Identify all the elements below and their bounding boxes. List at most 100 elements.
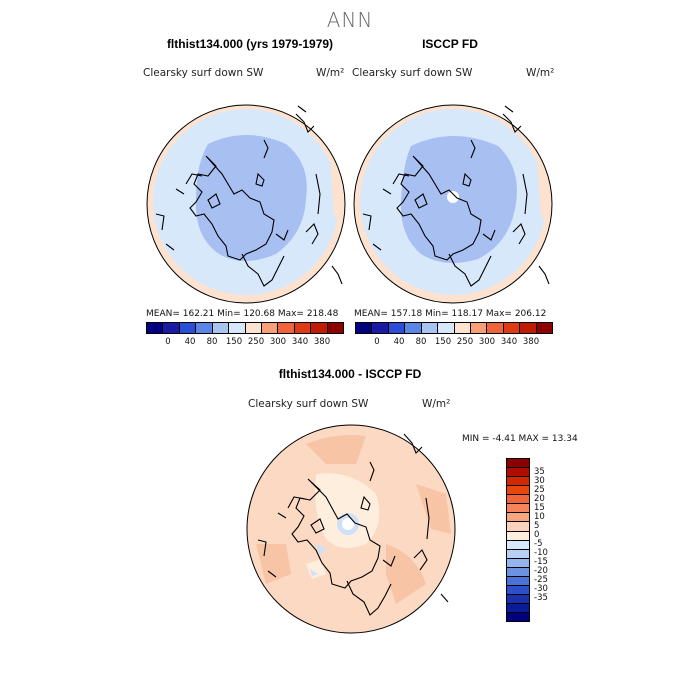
diff-light-patch	[306, 559, 326, 579]
diff-colorbar-swatch-2	[507, 477, 529, 487]
diff-dark-patch-2	[386, 544, 426, 604]
diff-colorbar-swatch-6	[507, 513, 529, 523]
obs-colorbar-tick-label: 340	[500, 337, 518, 347]
diff-colorbar-tick-label: 10	[534, 511, 545, 522]
model-coastlines	[155, 105, 343, 287]
diff-colorbar-swatch-10	[507, 549, 529, 559]
obs-map-border	[353, 104, 553, 304]
model-panel-title: flthist134.000 (yrs 1979-1979)	[166, 37, 334, 51]
model-colorbar-swatch-3	[196, 323, 213, 333]
obs-colorbar-swatch-10	[520, 323, 537, 333]
diff-colorbar-ticks: 35 30 25 20 15 10 5 0 -5 -10 -15 -20 -25 -30 -35	[534, 458, 584, 620]
diff-colorbar-swatch-8	[507, 531, 529, 541]
model-colorbar-swatch-1	[163, 323, 180, 333]
obs-colorbar-tick-label: 150	[434, 337, 452, 347]
obs-colorbar-swatch-0	[356, 323, 373, 333]
model-colorbar-swatch-11	[327, 323, 344, 333]
obs-units: W/m²	[526, 67, 555, 79]
model-units: W/m²	[316, 67, 345, 79]
obs-colorbar-swatch-11	[536, 323, 553, 333]
diff-colorbar-tick-label: 25	[534, 484, 545, 495]
model-colorbar-swatch-6	[245, 323, 262, 333]
diff-colorbar-tick-label: -30	[534, 583, 548, 594]
obs-colorbar-swatch-8	[487, 323, 504, 333]
diff-polar-map	[246, 424, 456, 634]
model-colorbar-tick-label: 250	[247, 337, 265, 347]
model-var-label: Clearsky surf down SW	[143, 67, 264, 79]
obs-colorbar-tick-label: 80	[415, 337, 427, 347]
model-colorbar-swatches	[146, 322, 344, 334]
model-colorbar: 0 40 80 150 250 300 340 380	[146, 322, 344, 348]
obs-polar-map	[353, 104, 553, 304]
diff-colorbar-tick-label: -20	[534, 565, 548, 576]
diff-colorbar-tick-label: -15	[534, 556, 548, 567]
model-colorbar-tick-label: 40	[184, 337, 196, 347]
model-stats: MEAN= 162.21 Min= 120.68 Max= 218.48	[146, 309, 339, 319]
diff-colorbar-swatch-11	[507, 558, 529, 568]
diff-coastlines	[257, 433, 449, 616]
model-colorbar-tick-label: 340	[291, 337, 309, 347]
diff-colorbar-tick-label: 20	[534, 493, 545, 504]
diff-colorbar-swatch-0	[507, 459, 529, 469]
diff-colorbar-swatch-4	[507, 495, 529, 505]
diff-colorbar-swatch-7	[507, 522, 529, 532]
model-colorbar-swatch-9	[294, 323, 312, 333]
diff-colorbar-swatch-9	[507, 540, 529, 550]
diff-colorbar-tick-label: -35	[534, 592, 548, 603]
diff-colorbar-swatch-17	[507, 613, 529, 622]
model-colorbar-swatch-8	[278, 323, 295, 333]
diff-var-label: Clearsky surf down SW	[248, 398, 369, 410]
obs-colorbar-swatch-2	[388, 323, 406, 333]
diff-colorbar-tick-label: 35	[534, 466, 545, 477]
diff-dark-patch-1	[306, 435, 366, 464]
diff-colorbar-swatch-12	[507, 567, 529, 577]
diff-units: W/m²	[422, 398, 451, 410]
obs-colorbar-swatch-1	[372, 323, 389, 333]
model-colorbar-ticks: 0 40 80 150 250 300 340 380	[146, 334, 344, 348]
obs-colorbar-ticks: 0 40 80 150 250 300 340 380	[355, 334, 553, 348]
diff-light-center	[315, 473, 380, 548]
diff-dark-patch-4	[416, 484, 451, 534]
model-colorbar-tick-label: 300	[269, 337, 287, 347]
diff-map-border	[246, 424, 456, 634]
obs-colorbar-swatches	[355, 322, 553, 334]
obs-colorbar-tick-label: 0	[374, 337, 380, 347]
diff-panel-title: flthist134.000 - ISCCP FD	[278, 367, 422, 381]
diff-blue-patch-2	[310, 569, 318, 576]
diff-pole-hole	[342, 518, 354, 530]
diff-colorbar-tick-label: 0	[534, 529, 540, 540]
diff-stats: MIN = -4.41 MAX = 13.34	[462, 434, 578, 444]
obs-panel-title: ISCCP FD	[422, 37, 478, 51]
diff-colorbar-tick-label: 15	[534, 502, 545, 513]
model-colorbar-tick-label: 380	[313, 337, 331, 347]
model-colorbar-swatch-2	[179, 323, 197, 333]
obs-colorbar-tick-label: 250	[456, 337, 474, 347]
model-colorbar-swatch-10	[311, 323, 328, 333]
obs-colorbar-swatch-6	[454, 323, 471, 333]
diff-colorbar-swatch-14	[507, 585, 529, 595]
diff-colorbar-swatch-3	[507, 486, 529, 496]
figure-title: ANN	[326, 8, 374, 32]
obs-var-label: Clearsky surf down SW	[352, 67, 473, 79]
obs-colorbar: 0 40 80 150 250 300 340 380	[355, 322, 553, 348]
obs-coastlines	[362, 105, 550, 287]
model-colorbar-tick-label: 150	[225, 337, 243, 347]
diff-colorbar-tick-label: -25	[534, 574, 548, 585]
obs-colorbar-tick-label: 380	[522, 337, 540, 347]
obs-colorbar-swatch-5	[438, 323, 455, 333]
model-colorbar-swatch-7	[261, 323, 279, 333]
obs-colorbar-swatch-4	[421, 323, 439, 333]
model-map-border	[146, 104, 346, 304]
diff-colorbar-swatch-16	[507, 604, 529, 614]
model-polar-map	[146, 104, 346, 304]
model-colorbar-tick-label: 0	[165, 337, 171, 347]
obs-colorbar-swatch-7	[470, 323, 488, 333]
obs-pole-hole	[447, 191, 459, 203]
obs-colorbar-swatch-3	[405, 323, 422, 333]
diff-colorbar-tick-label: 30	[534, 475, 545, 486]
diff-colorbar-swatch-13	[507, 576, 529, 586]
obs-inner-band	[400, 136, 517, 263]
diff-colorbar-tick-label: 5	[534, 520, 540, 531]
obs-colorbar-tick-label: 300	[478, 337, 496, 347]
diff-colorbar-swatch-5	[507, 504, 529, 514]
